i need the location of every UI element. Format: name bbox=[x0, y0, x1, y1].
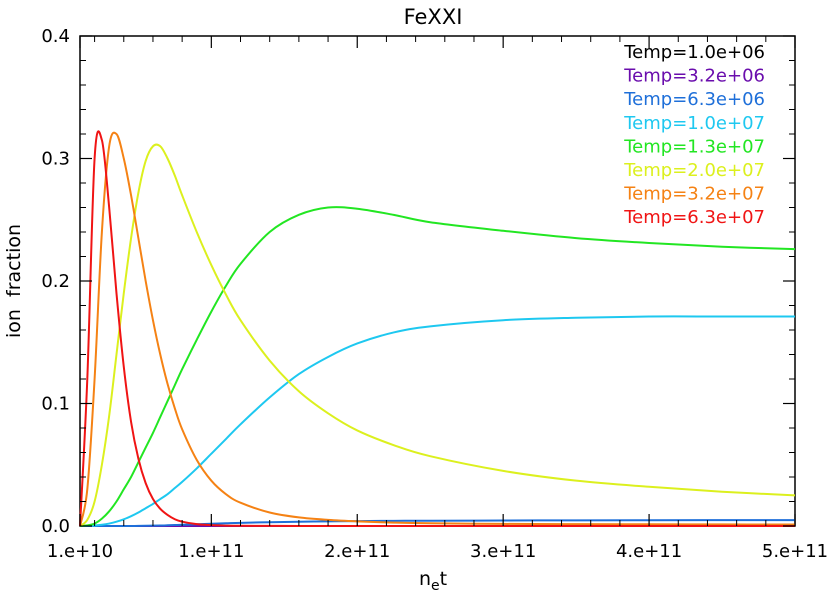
y-tick-label: 0.4 bbox=[41, 26, 70, 47]
legend-entry: Temp=3.2e+06 bbox=[623, 66, 765, 87]
legend-entry: Temp=3.2e+07 bbox=[623, 184, 765, 205]
x-axis-title-suffix: t bbox=[440, 568, 447, 590]
y-tick-label: 0.2 bbox=[41, 271, 70, 292]
legend-entry: Temp=6.3e+06 bbox=[623, 89, 765, 110]
x-axis-title-main: n bbox=[419, 568, 431, 590]
series-line-4 bbox=[79, 315, 795, 527]
axis-ticks: 1.e+10 1.e+11 2.e+11 3.e+11 4.e+11 5.e+11 0.0 0… bbox=[41, 26, 827, 562]
legend-entry: Temp=2.0e+07 bbox=[623, 160, 765, 181]
legend-entry: Temp=1.3e+07 bbox=[623, 136, 765, 157]
x-axis-title: net bbox=[419, 568, 447, 594]
x-tick-label: 3.e+11 bbox=[470, 541, 536, 562]
series-line-5 bbox=[79, 206, 796, 527]
x-tick-label: 2.e+11 bbox=[324, 541, 390, 562]
y-axis-title: ion fraction bbox=[3, 224, 25, 338]
legend-entry: Temp=6.3e+07 bbox=[623, 207, 765, 228]
x-tick-label: 5.e+11 bbox=[762, 541, 827, 562]
x-tick-label: 1.e+10 bbox=[47, 541, 113, 562]
y-tick-label: 0.3 bbox=[41, 149, 70, 170]
y-tick-label: 0.0 bbox=[41, 516, 70, 537]
x-tick-label: 4.e+11 bbox=[616, 541, 682, 562]
y-tick-label: 0.1 bbox=[41, 394, 70, 415]
series-line-7 bbox=[79, 131, 796, 527]
x-tick-label: 1.e+11 bbox=[178, 541, 244, 562]
series-line-6 bbox=[79, 143, 796, 527]
legend-entry: Temp=1.0e+06 bbox=[623, 42, 765, 63]
x-axis-title-subscript: e bbox=[431, 578, 440, 594]
chart-title: FeXXI bbox=[404, 5, 463, 29]
legend-entry: Temp=1.0e+07 bbox=[623, 113, 765, 134]
